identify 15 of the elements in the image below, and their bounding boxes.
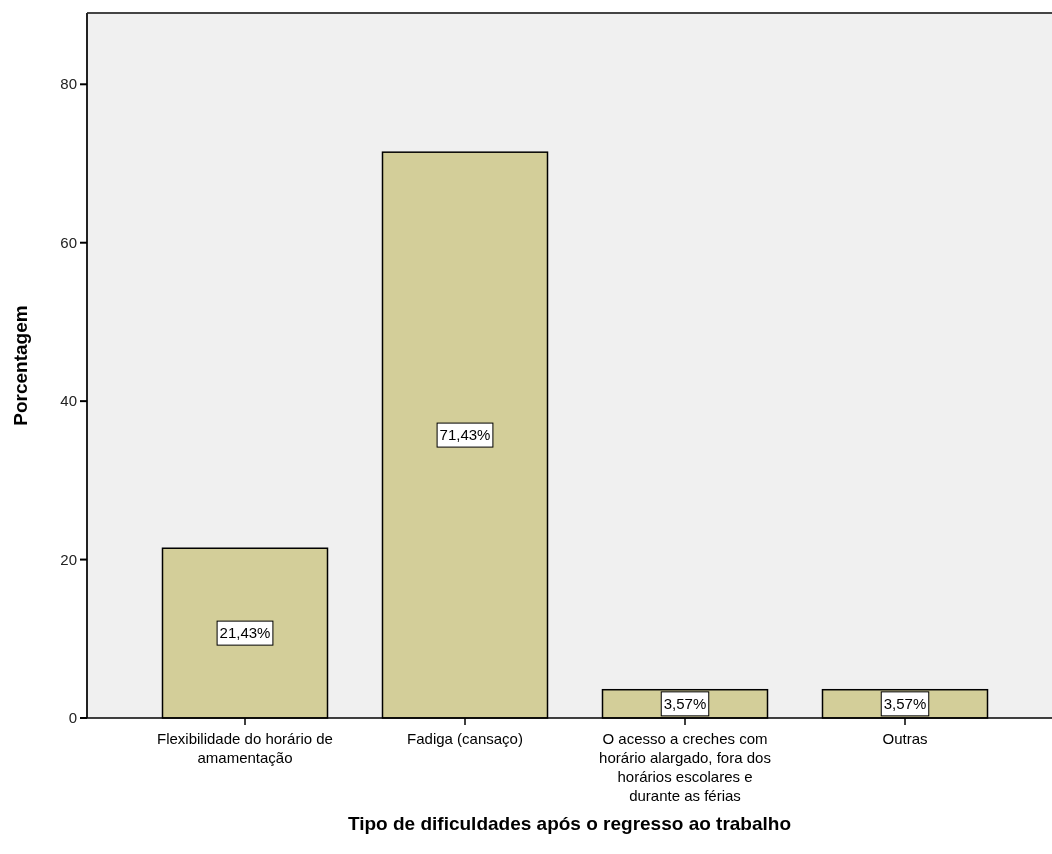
data-label: 21,43% [219,624,271,642]
data-label: 3,57% [663,694,707,712]
x-tick-label: O acesso a creches com horário alargado, fora dos horários escolares e durante as férias [599,730,771,804]
y-tick-label: 40 [60,392,77,410]
y-tick-label: 80 [60,75,77,93]
y-tick-label: 0 [68,709,77,726]
y-tick-label: 60 [60,233,77,251]
data-label: 71,43% [439,426,491,444]
x-tick-label: Flexibilidade do horário de amamentação [157,730,333,766]
data-label: 3,57% [883,694,927,712]
x-tick-label: Outras [882,730,928,747]
x-tick-label: Fadiga (cansaço) [407,730,523,747]
x-axis-title: Tipo de dificuldades após o regresso ao trabalho [347,813,792,834]
y-tick-label: 20 [60,550,77,568]
y-axis-title: Porcentagem [10,305,31,426]
